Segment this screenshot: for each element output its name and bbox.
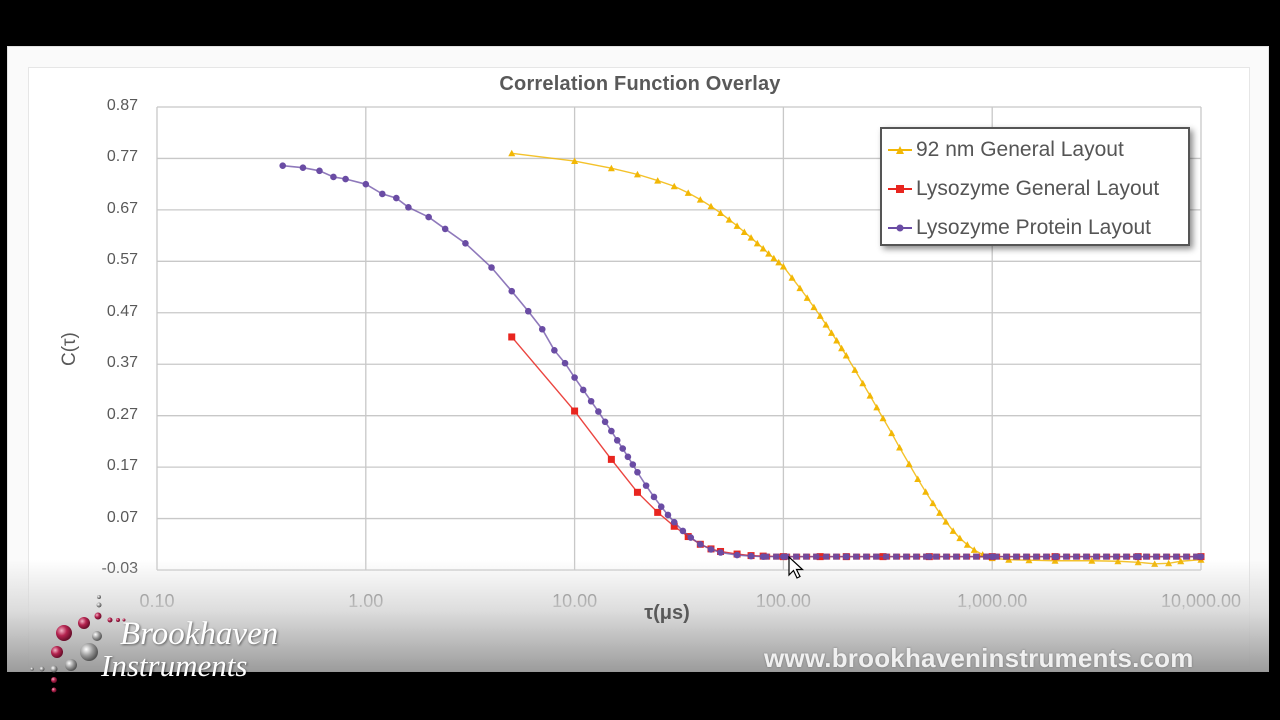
triangle-marker-icon (896, 146, 904, 154)
legend-label: Lysozyme General Layout (916, 177, 1160, 200)
legend-line-yellow (888, 146, 912, 154)
y-tick-label: 0.47 (106, 302, 138, 320)
mouse-cursor-icon (788, 556, 805, 579)
legend-line-purple (888, 224, 912, 232)
circle-marker-icon (896, 224, 904, 232)
y-tick-label: 0.67 (106, 199, 138, 217)
y-tick-label: 0.77 (106, 148, 138, 166)
x-axis-label: τ(μs) (644, 602, 690, 624)
legend-line-red (888, 185, 912, 193)
legend-item-92nm: 92 nm General Layout (888, 135, 1124, 165)
series-layer (279, 149, 1205, 567)
legend-item-lysozyme-general: Lysozyme General Layout (888, 174, 1159, 204)
y-tick-label: 0.57 (106, 251, 138, 269)
logo-text-brookhaven: Brookhaven (120, 616, 279, 652)
y-tick-label: 0.87 (106, 97, 138, 114)
legend-item-lysozyme-protein: Lysozyme Protein Layout (888, 213, 1151, 243)
y-tick-label: 0.37 (106, 354, 138, 372)
legend-label: Lysozyme Protein Layout (916, 216, 1152, 239)
y-tick-label: 0.07 (106, 508, 138, 526)
series-lysozyme-protein-layout (279, 162, 1205, 560)
y-tick-label: 0.27 (106, 405, 138, 423)
chart-legend: 92 nm General Layout Lysozyme General La… (880, 127, 1190, 246)
logo-text-instruments: Instruments (101, 648, 248, 683)
legend-label: 92 nm General Layout (916, 138, 1124, 161)
website-url: www.brookhaveninstruments.com (764, 643, 1194, 673)
square-marker-icon (896, 185, 904, 193)
brookhaven-logo-icon (30, 595, 126, 693)
y-tick-label: 0.17 (106, 457, 138, 475)
chart-title: Correlation Function Overlay (499, 73, 781, 95)
